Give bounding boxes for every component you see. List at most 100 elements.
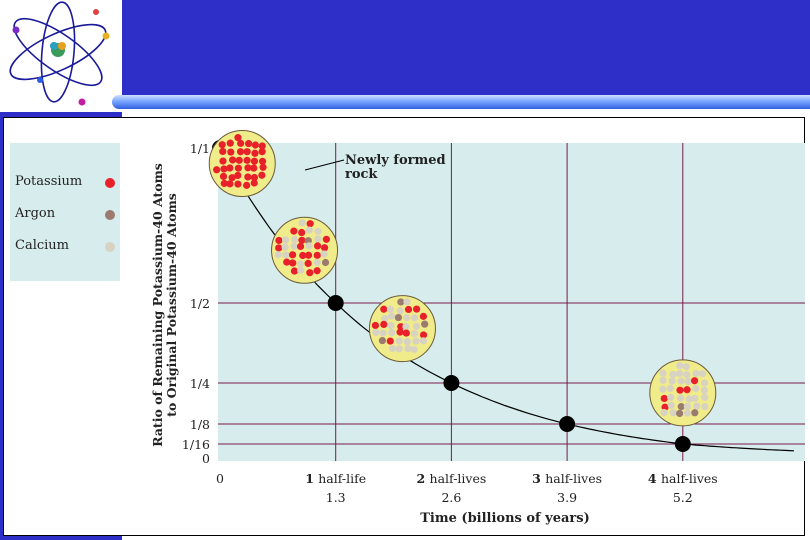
atom (404, 305, 413, 314)
atom (682, 363, 690, 371)
atom (660, 408, 668, 417)
header-divider-bar (112, 95, 810, 109)
atom (683, 371, 691, 379)
atom (677, 403, 685, 411)
atom (666, 384, 674, 393)
atom (379, 329, 387, 337)
atom (683, 402, 691, 411)
atom (298, 236, 306, 244)
potassium-swatch-icon (105, 178, 115, 188)
atom (226, 180, 234, 188)
x-tick-label: 2 half-lives (416, 471, 486, 486)
atom (419, 337, 427, 345)
atom (229, 156, 237, 164)
atom (320, 250, 328, 258)
atom (403, 314, 411, 322)
y-tick-label: 1/1 (190, 141, 210, 156)
x-tick-labels: 0 1 half-life 1.3 2 half-lives 2.6 3 half-liv… (216, 471, 718, 505)
data-point-4 (674, 436, 691, 452)
atom (402, 323, 410, 331)
x-tick-sublabel: 3.9 (557, 490, 577, 505)
atom (410, 314, 419, 322)
legend-label: Argon (15, 206, 56, 221)
x-tick-label: 0 (216, 471, 224, 486)
atom (227, 148, 235, 156)
atom (258, 171, 266, 179)
atom (397, 323, 405, 331)
atom (684, 377, 692, 386)
atom (250, 179, 258, 187)
atom (219, 157, 227, 165)
rock-sample-3 (649, 359, 717, 427)
atom (397, 298, 405, 306)
annotation-line2: rock (345, 167, 378, 182)
atom (290, 227, 298, 235)
atom (291, 235, 299, 244)
atom (692, 369, 700, 377)
atom (258, 148, 266, 156)
atom (372, 328, 380, 336)
atom (387, 312, 396, 320)
atom (413, 305, 421, 313)
atom (235, 156, 243, 164)
atom (275, 244, 283, 252)
atom (669, 370, 677, 379)
x-axis-label: Time (billions of years) (420, 511, 589, 526)
grid-lines (218, 143, 805, 461)
atom (683, 386, 691, 394)
atom (226, 164, 234, 172)
atom (675, 369, 684, 378)
argon-swatch-icon (105, 210, 115, 220)
atom (234, 180, 242, 188)
atom (690, 377, 699, 385)
atom (692, 384, 700, 393)
atom (289, 259, 297, 267)
atom (250, 164, 258, 172)
atom (321, 258, 330, 267)
atom (313, 267, 321, 275)
atom (402, 329, 410, 337)
atom (411, 329, 419, 338)
atom (306, 220, 314, 228)
atom (297, 266, 305, 274)
atom (403, 298, 411, 306)
atom (386, 305, 394, 313)
atom (321, 244, 329, 252)
data-point-1 (327, 295, 344, 311)
y-axis-label-line2: to Original Potassium-40 Atoms (164, 193, 179, 417)
atom (378, 336, 386, 345)
atom (298, 219, 306, 227)
atom (237, 139, 245, 147)
atom (213, 166, 221, 174)
atom (388, 344, 397, 353)
rock-sphere (271, 216, 339, 284)
atom (691, 394, 699, 402)
atom (282, 251, 290, 259)
rock-samples (208, 130, 717, 427)
atom (660, 394, 668, 403)
rock-sample-0 (208, 130, 276, 197)
atom (412, 322, 421, 330)
atom (274, 251, 282, 259)
atom-logo-icon (0, 0, 122, 112)
atom (396, 307, 404, 315)
atom (403, 338, 411, 346)
decay-curve (219, 147, 795, 452)
atom (296, 260, 305, 268)
atom (667, 401, 675, 409)
atom (314, 235, 322, 243)
atom (305, 226, 313, 234)
data-point-3 (559, 416, 576, 432)
atom (388, 328, 396, 337)
atom (234, 171, 242, 180)
atom (659, 376, 667, 384)
atom (386, 337, 394, 345)
atom (275, 236, 283, 245)
atom (245, 139, 253, 148)
atom (258, 157, 267, 165)
y-tick-label: 0 (202, 451, 210, 466)
rock-sample-1 (271, 216, 339, 284)
atom (281, 243, 289, 251)
atom (313, 258, 321, 267)
plot-background (218, 143, 805, 461)
